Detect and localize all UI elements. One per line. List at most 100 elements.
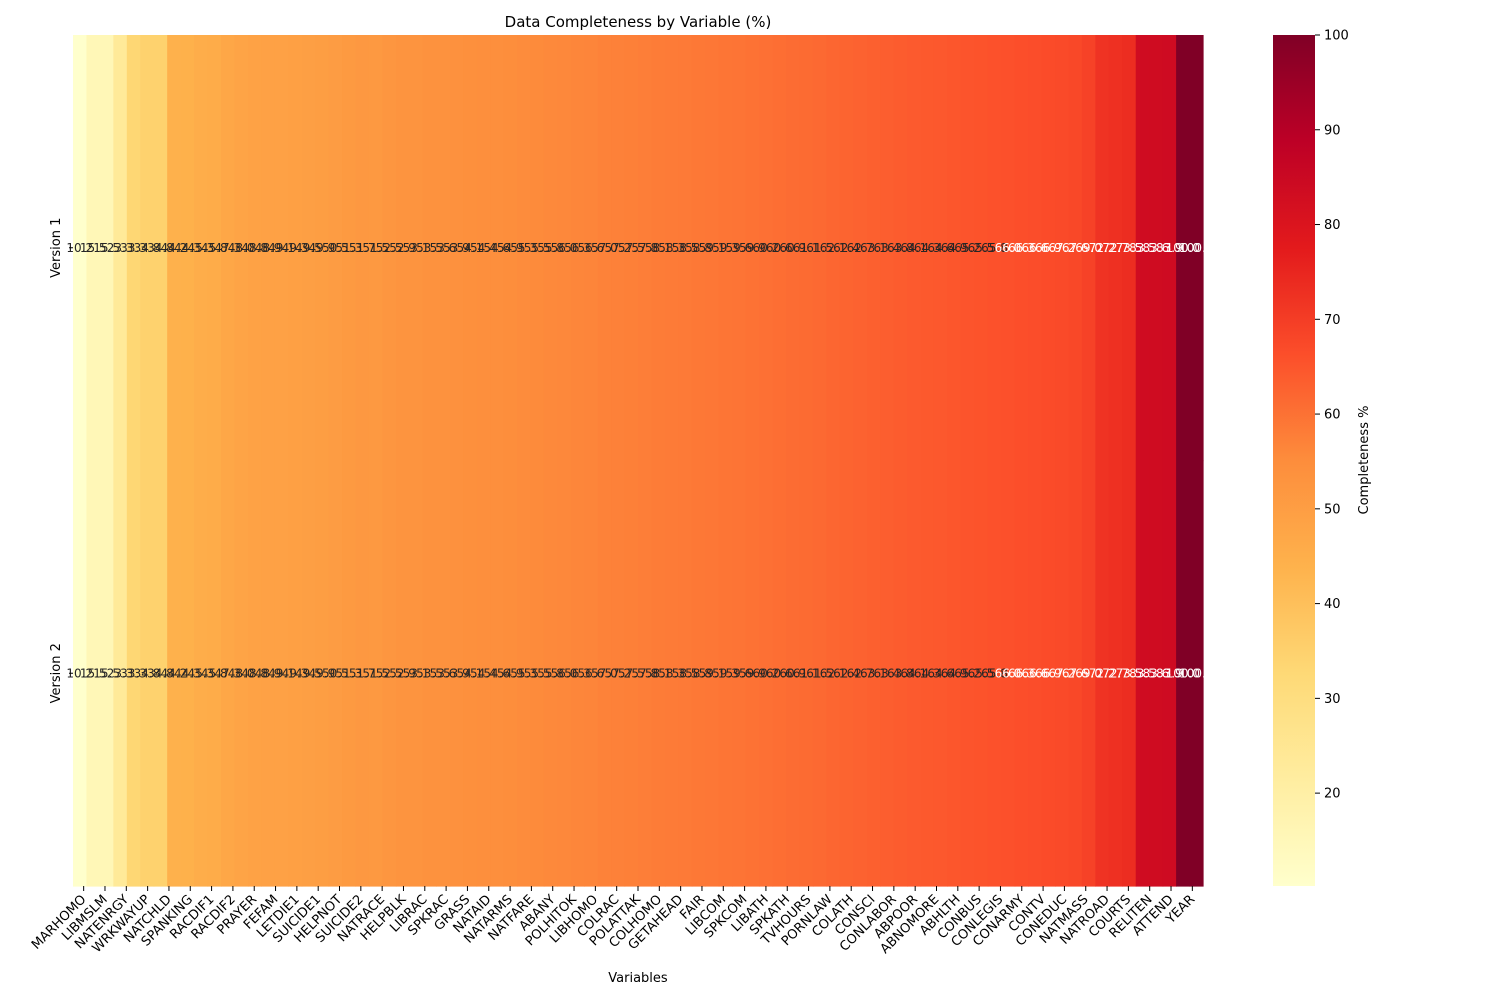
heatmap-cell	[126, 35, 141, 462]
cell-annotation: 58.1	[645, 241, 672, 255]
heatmap-cell	[167, 460, 182, 887]
heatmap-cell	[153, 35, 168, 462]
heatmap-cell	[1055, 35, 1070, 462]
cell-annotation: 60.2	[752, 666, 779, 680]
colorbar-gradient	[1273, 35, 1315, 886]
cell-annotation: 64.1	[900, 241, 927, 255]
cell-annotation: 10.2	[66, 666, 93, 680]
cell-annotation: 56.3	[564, 666, 591, 680]
y-axis-ticks: Version 1 Version 2	[49, 218, 73, 703]
cell-annotation: 49.9	[309, 666, 336, 680]
colorbar-ticks: 20 30 40 50 60 70 80 90 100	[1315, 29, 1349, 802]
heatmap-cell	[718, 460, 733, 887]
cell-annotation: 33.3	[120, 666, 147, 680]
cell-annotation: 100.0	[1179, 666, 1213, 680]
heatmap-cell	[274, 460, 289, 887]
cell-annotation: 62.4	[833, 241, 860, 255]
cell-annotation: 15.5	[93, 666, 120, 680]
cell-annotation: 57.5	[618, 666, 645, 680]
heatmap-cell	[1176, 460, 1191, 887]
heatmap-cell	[342, 35, 357, 462]
heatmap-cell	[288, 460, 303, 887]
heatmap-cell	[449, 35, 464, 462]
heatmap-cell	[974, 460, 989, 887]
heatmap-cell	[194, 460, 209, 887]
cell-annotation: 100.0	[1166, 241, 1200, 255]
cell-annotation: 57.8	[631, 241, 658, 255]
heatmap-cell	[772, 460, 787, 887]
cell-annotation: 56.3	[564, 241, 591, 255]
heatmap-cell	[1028, 35, 1043, 462]
cell-annotation: 54.4	[470, 666, 497, 680]
heatmap-cell	[853, 460, 868, 887]
cell-annotation: 51.3	[335, 666, 362, 680]
cell-annotation: 34.8	[134, 241, 161, 255]
heatmap-cell	[503, 35, 518, 462]
heatmap-cell	[247, 460, 262, 887]
heatmap-cell	[732, 35, 747, 462]
cell-annotation: 49.1	[268, 241, 295, 255]
cell-annotation: 69.0	[1075, 666, 1102, 680]
heatmap-cell	[1135, 460, 1150, 887]
heatmap-cell	[328, 35, 343, 462]
heatmap-cell	[1108, 460, 1123, 887]
heatmap-cell	[678, 35, 693, 462]
heatmap-cell	[705, 460, 720, 887]
cell-annotation: 58.8	[685, 241, 712, 255]
cell-annotation: 44.2	[161, 241, 188, 255]
cell-annotation: 59.9	[739, 666, 766, 680]
cell-annotation: 83.6	[1143, 241, 1170, 255]
heatmap-cell	[664, 35, 679, 462]
heatmap-cell	[436, 35, 451, 462]
cell-annotation: 62.1	[820, 241, 847, 255]
cell-annotation: 83.9	[1156, 241, 1183, 255]
heatmap-cell	[530, 35, 545, 462]
x-axis-label: Variables	[608, 971, 668, 986]
colorbar-tick-label: 90	[1324, 123, 1341, 138]
cell-annotation: 67.6	[1062, 241, 1089, 255]
cell-annotation: 56.0	[551, 666, 578, 680]
heatmap-cell	[1122, 460, 1137, 887]
cell-annotation: 54.4	[470, 241, 497, 255]
heatmap-cell	[718, 35, 733, 462]
cell-annotation: 61.5	[806, 666, 833, 680]
heatmap-cell	[1001, 35, 1016, 462]
cell-annotation: 33.3	[120, 241, 147, 255]
heatmap-cell	[1068, 35, 1083, 462]
colorbar-tick-label: 70	[1324, 313, 1341, 328]
heatmap-cell	[907, 460, 922, 887]
cell-annotation: 58.3	[658, 666, 685, 680]
cell-annotation: 67.2	[1048, 241, 1075, 255]
cell-annotation: 66.0	[995, 241, 1022, 255]
cell-annotation: 58.3	[658, 241, 685, 255]
cell-annotation: 59.6	[726, 666, 753, 680]
cell-annotation: 53.1	[403, 241, 430, 255]
heatmap-cell	[974, 35, 989, 462]
heatmap-cell	[759, 460, 774, 887]
cell-annotation: 49.1	[268, 666, 295, 680]
cell-annotation: 47.3	[214, 241, 241, 255]
cell-annotation: 63.8	[887, 241, 914, 255]
heatmap-cell	[907, 35, 922, 462]
heatmap-cell	[1189, 460, 1204, 887]
heatmap-cell	[1176, 35, 1191, 462]
heatmap-cell	[1041, 460, 1056, 887]
heatmap-cell	[247, 35, 262, 462]
cell-annotation: 67.2	[1048, 666, 1075, 680]
heatmap-cell	[194, 35, 209, 462]
heatmap-cell	[543, 460, 558, 887]
cell-annotation: 100.0	[1179, 241, 1213, 255]
heatmap-cell	[368, 35, 383, 462]
cell-annotation: 66.9	[1035, 241, 1062, 255]
heatmap-cell	[557, 35, 572, 462]
cell-annotation: 65.8	[981, 241, 1008, 255]
cell-annotation: 72.7	[1102, 666, 1129, 680]
cell-annotation: 58.8	[685, 666, 712, 680]
heatmap-cell	[826, 460, 841, 887]
cell-annotation: 51.5	[362, 666, 389, 680]
cell-annotation: 59.6	[726, 241, 753, 255]
heatmap-cell	[342, 460, 357, 887]
cell-annotation: 57.8	[631, 666, 658, 680]
heatmap-cell	[987, 460, 1002, 887]
heatmap-cell	[745, 35, 760, 462]
